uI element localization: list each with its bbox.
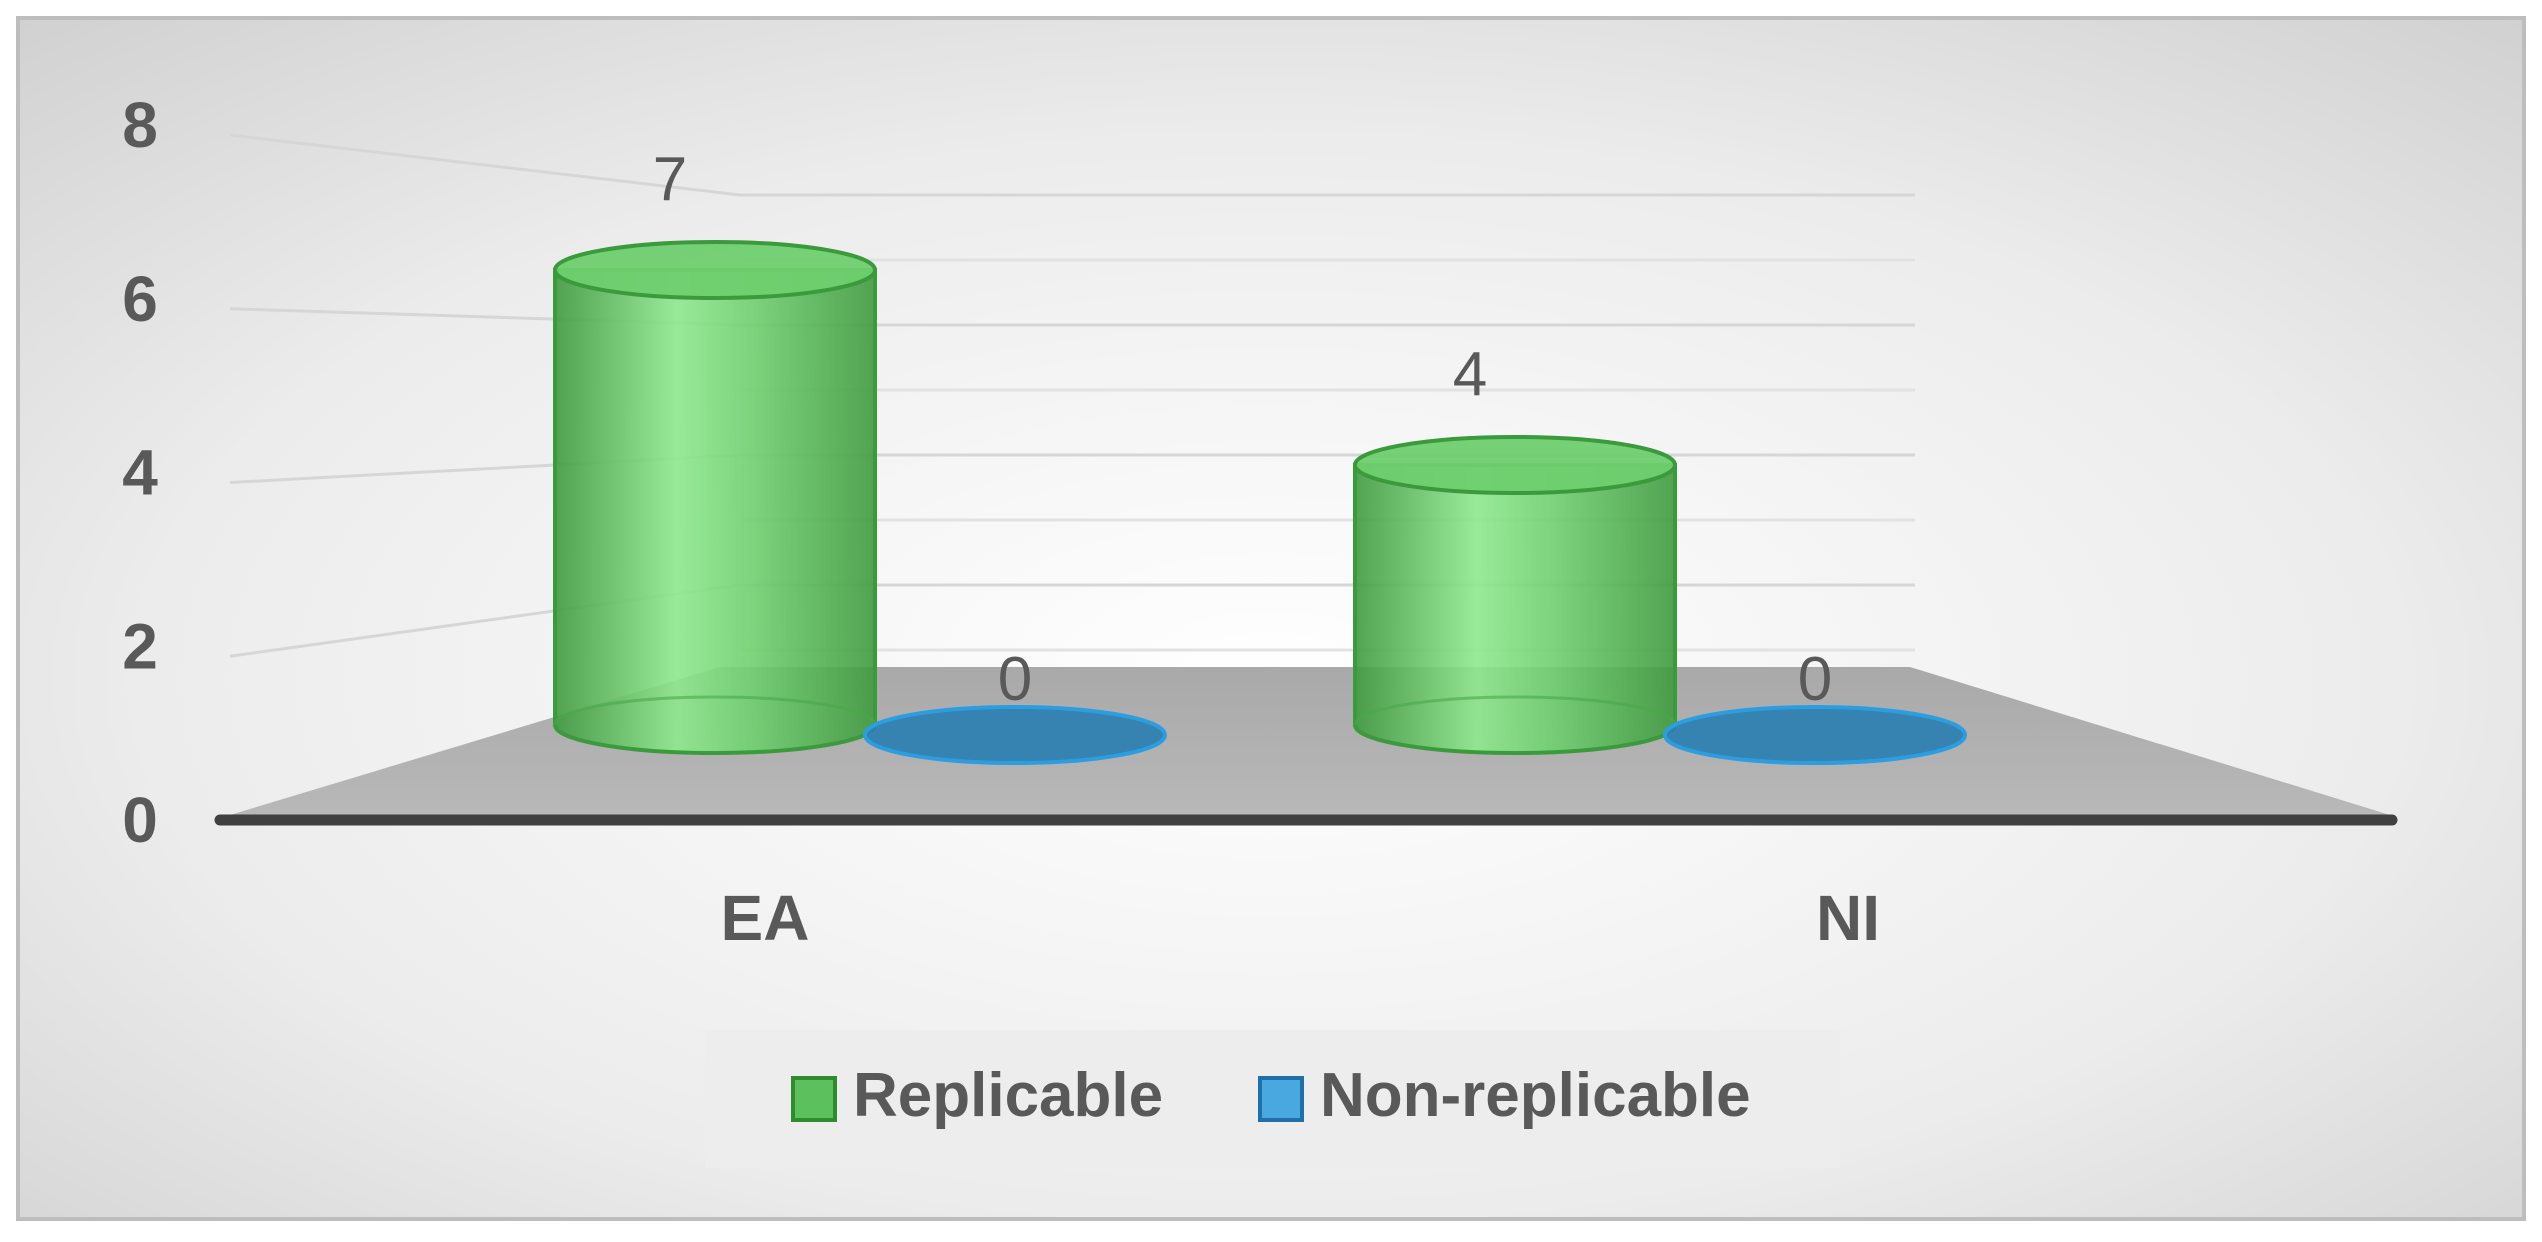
data-label: 0: [998, 645, 1032, 714]
legend-label-non-replicable: Non-replicable: [1320, 1061, 1751, 1130]
bar-ni-replicable: [1353, 435, 1677, 755]
x-axis: EA NI: [721, 882, 1880, 954]
cylinder-base-back-edge: [1353, 695, 1677, 726]
legend-swatch-non-replicable: [1258, 1076, 1304, 1122]
chart-outer-border: [16, 16, 2526, 1221]
cylinder-top: [1353, 435, 1677, 495]
gridline: [229, 133, 1915, 197]
cylinder-body: [1353, 463, 1677, 755]
legend: Replicable Non-replicable: [705, 1030, 1840, 1168]
data-label: 0: [1798, 645, 1832, 714]
legend-label-replicable: Replicable: [853, 1061, 1163, 1130]
y-tick-label: 2: [122, 610, 158, 682]
data-label: 4: [1453, 340, 1487, 409]
y-axis: 0 2 4 6 8: [122, 89, 158, 856]
cylinder-base-back-edge: [553, 695, 877, 726]
data-label: 7: [653, 145, 687, 214]
x-tick-label: NI: [1816, 882, 1880, 954]
cylinder-body: [553, 268, 877, 755]
x-tick-label: EA: [721, 882, 810, 954]
y-tick-label: 8: [122, 89, 158, 161]
y-tick-label: 0: [122, 784, 158, 856]
y-tick-label: 4: [122, 437, 158, 509]
bar-ea-replicable: [553, 240, 877, 755]
y-tick-label: 6: [122, 263, 158, 335]
bars: 7 0 4 0: [553, 145, 1967, 765]
bar-ea-non-replicable: [863, 705, 1167, 765]
legend-swatch-replicable: [791, 1076, 837, 1122]
cylinder-top: [553, 240, 877, 300]
bar-ni-non-replicable: [1663, 705, 1967, 765]
